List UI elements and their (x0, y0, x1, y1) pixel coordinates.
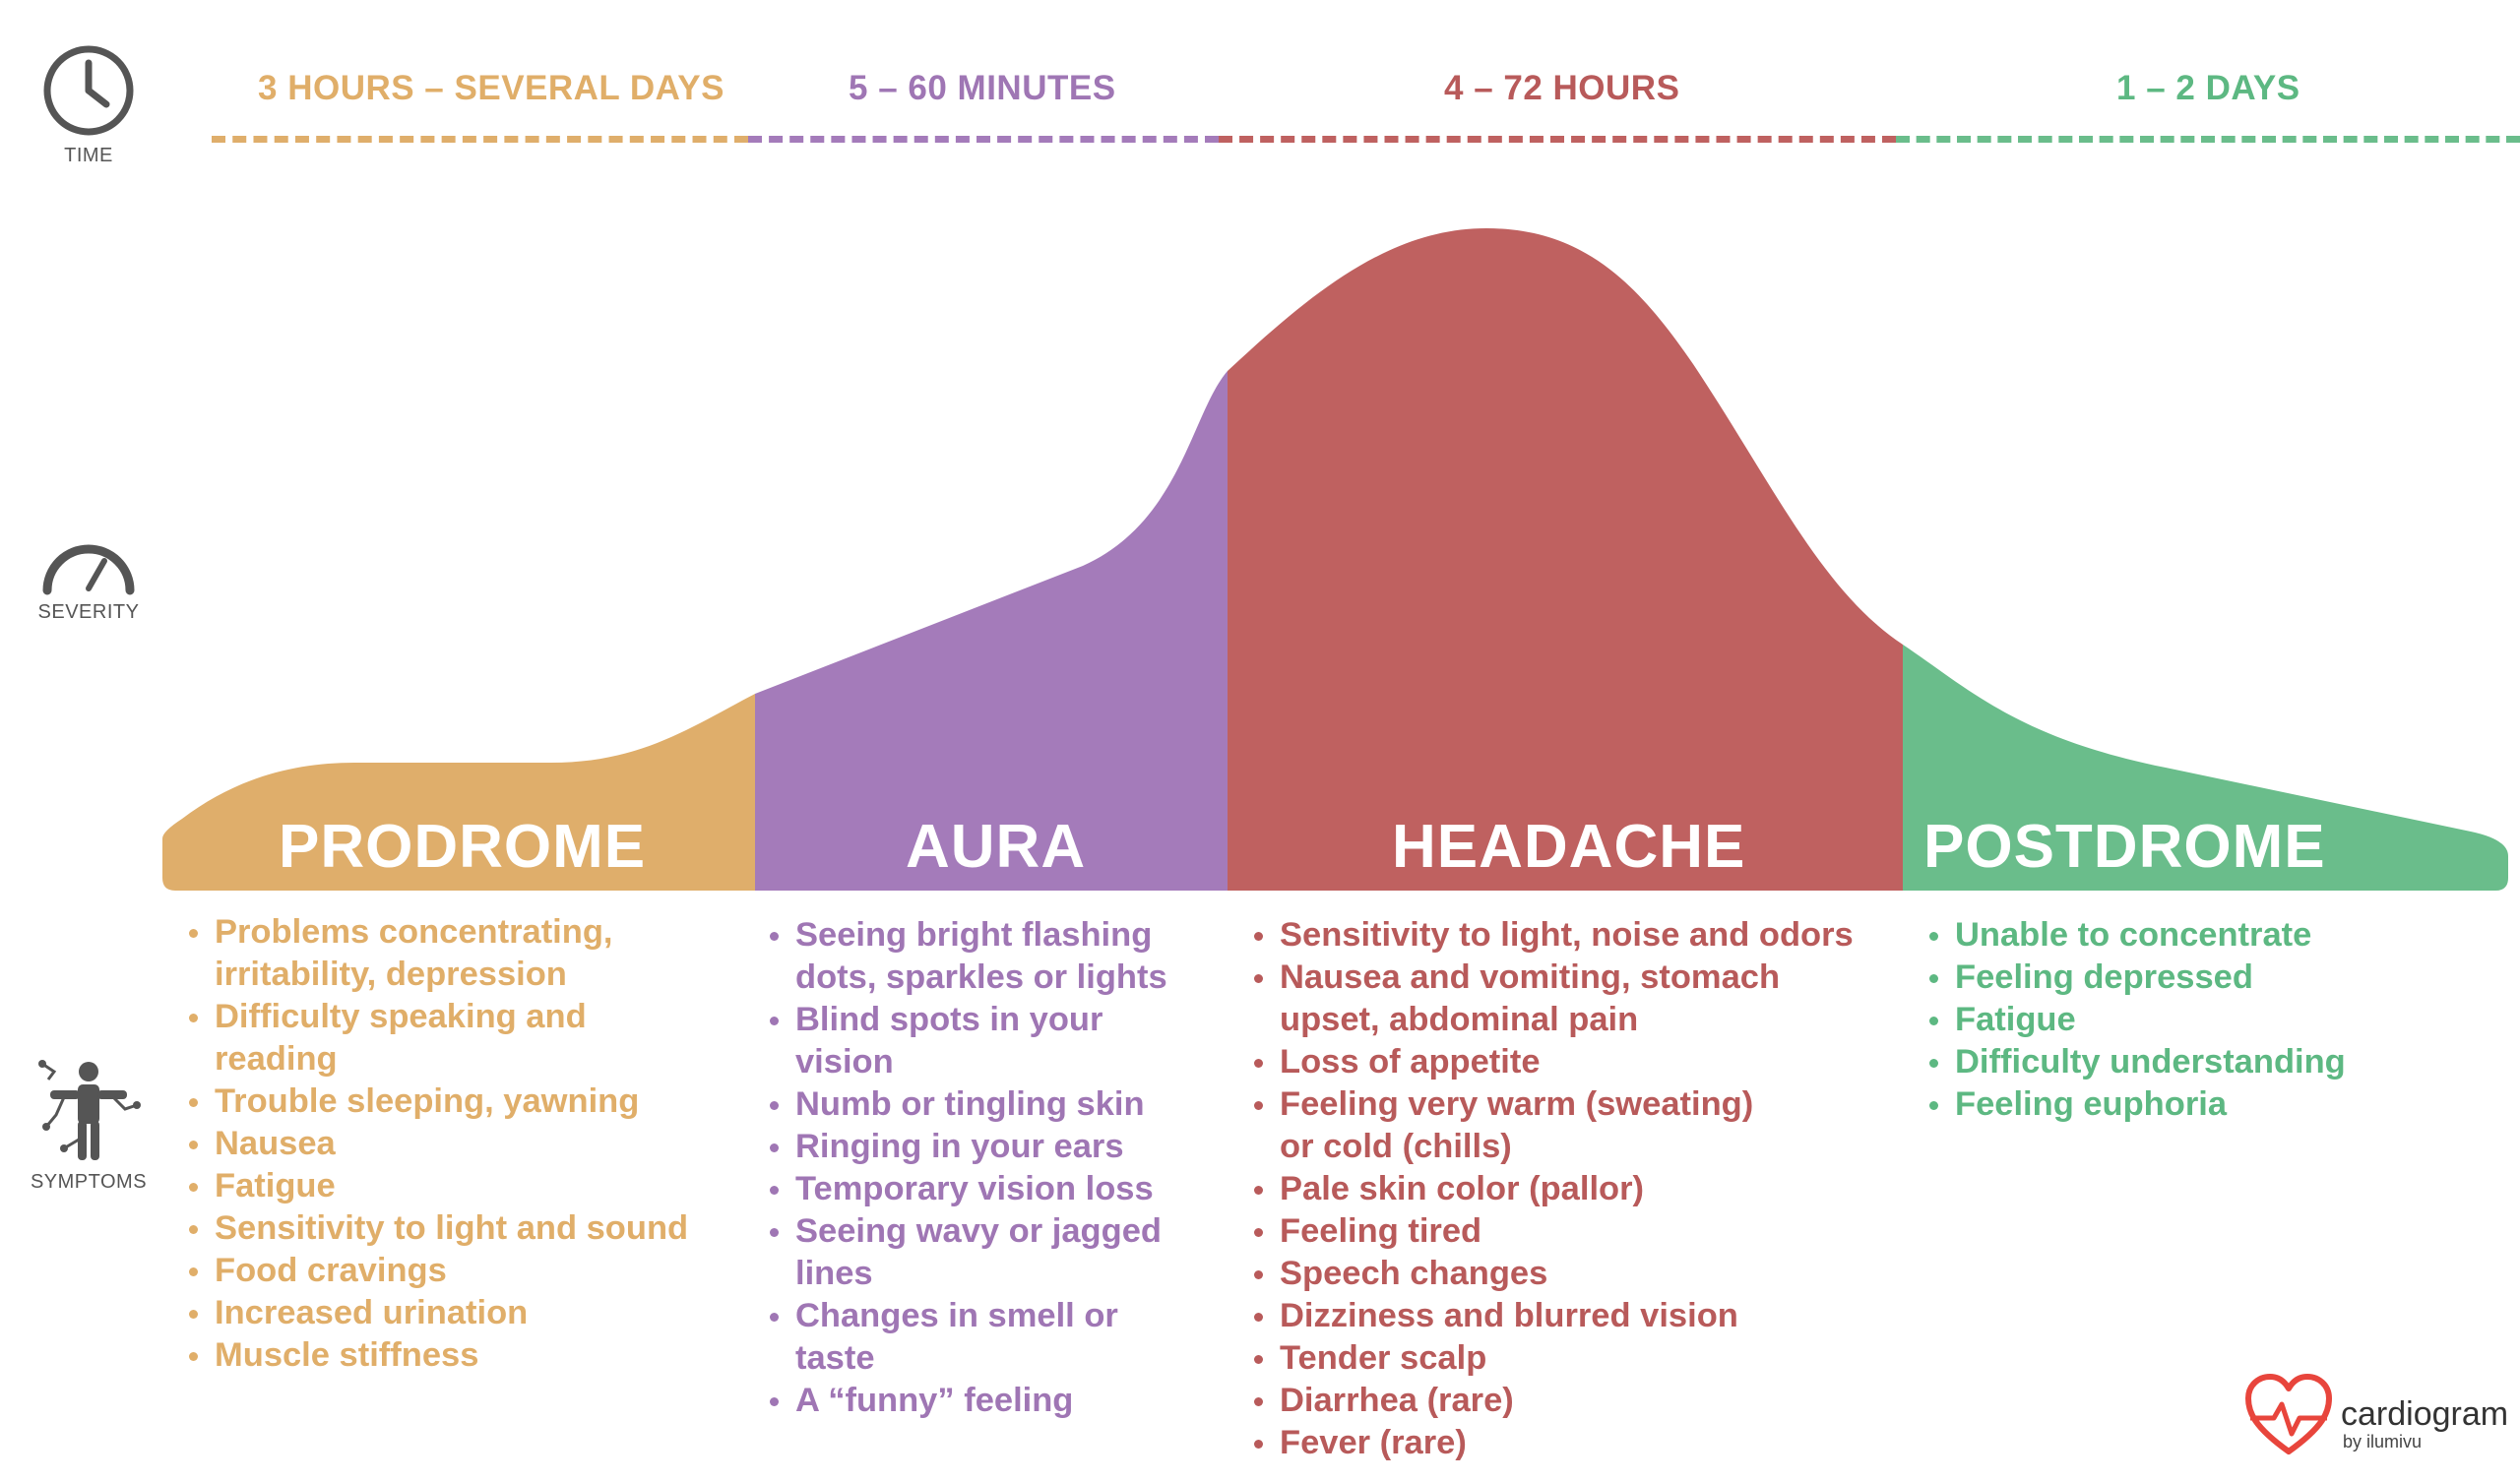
aura-timeline-dash (748, 136, 1219, 143)
symptom-item: Blind spots in your (768, 999, 1167, 1041)
aura-area (755, 371, 1228, 891)
symptom-item: Sensitivity to light and sound (187, 1207, 688, 1250)
severity-label: SEVERITY (37, 601, 140, 623)
symptom-item: taste (795, 1339, 875, 1377)
symptom-item: Diarrhea (rare) (1252, 1380, 1854, 1422)
symptom-item: Ringing in your ears (768, 1126, 1167, 1168)
aura-title: AURA (906, 813, 1087, 881)
brand-name: cardiogram (2341, 1395, 2509, 1433)
headache-duration: 4 – 72 HOURS (1444, 69, 1680, 107)
prodrome-area (162, 694, 755, 891)
postdrome-area (1903, 645, 2508, 891)
symptom-item: Trouble sleeping, yawning (187, 1081, 688, 1123)
postdrome-timeline-dash (1896, 136, 2520, 143)
symptom-item: lines (795, 1255, 873, 1292)
symptom-item: Food cravings (187, 1250, 688, 1292)
symptom-item: Nausea and vomiting, stomach (1252, 957, 1854, 999)
aura-symptom-list: Seeing bright flashing dots, sparkles or … (768, 914, 1167, 1422)
body-figure-icon (38, 1060, 141, 1160)
symptoms-indicator: SYMPTOMS (20, 1058, 158, 1194)
symptom-item: Fatigue (1927, 999, 2346, 1041)
symptom-item: Difficulty speaking and (187, 996, 688, 1038)
symptom-item: Dizziness and blurred vision (1252, 1295, 1854, 1337)
clock-icon (43, 45, 134, 136)
symptom-item: Increased urination (187, 1292, 688, 1334)
headache-title: HEADACHE (1392, 813, 1746, 881)
symptom-item: Temporary vision loss (768, 1168, 1167, 1210)
symptom-item: Feeling very warm (sweating) (1252, 1083, 1854, 1126)
headache-area (1228, 228, 1903, 891)
symptom-item: Pale skin color (pallor) (1252, 1168, 1854, 1210)
headache-timeline-dash (1219, 136, 1896, 143)
headache-symptom-list: Sensitivity to light, noise and odors Nau… (1252, 914, 1854, 1464)
symptom-item: Difficulty understanding (1927, 1041, 2346, 1083)
symptom-item: vision (795, 1043, 894, 1081)
symptom-item: Feeling euphoria (1927, 1083, 2346, 1126)
symptom-item: irritability, depression (215, 956, 567, 993)
heart-pulse-icon (2245, 1374, 2332, 1454)
symptom-item: Loss of appetite (1252, 1041, 1854, 1083)
symptom-item: Changes in smell or (768, 1295, 1167, 1337)
prodrome-symptom-list: Problems concentrating, irritability, dep… (187, 911, 688, 1377)
brand-sub: by ilumivu (2343, 1432, 2423, 1451)
symptom-item: Numb or tingling skin (768, 1083, 1167, 1126)
symptom-item: Fever (rare) (1252, 1422, 1854, 1464)
severity-indicator: SEVERITY (20, 531, 158, 624)
symptom-item: reading (215, 1040, 338, 1078)
symptom-item: Muscle stiffness (187, 1334, 688, 1377)
symptom-item: Unable to concentrate (1927, 914, 2346, 957)
symptom-item: upset, abdominal pain (1280, 1001, 1639, 1038)
time-indicator: TIME (20, 41, 158, 167)
symptom-item: Nausea (187, 1123, 688, 1165)
postdrome-symptom-list: Unable to concentrate Feeling depressed Fa… (1927, 914, 2346, 1126)
symptom-item: Fatigue (187, 1165, 688, 1207)
prodrome-timeline-dash (212, 136, 748, 143)
aura-duration: 5 – 60 MINUTES (849, 69, 1116, 107)
symptom-item: Tender scalp (1252, 1337, 1854, 1380)
postdrome-duration: 1 – 2 DAYS (2116, 69, 2300, 107)
prodrome-duration: 3 HOURS – SEVERAL DAYS (258, 69, 724, 107)
symptom-item: Feeling depressed (1927, 957, 2346, 999)
symptoms-label: SYMPTOMS (30, 1171, 148, 1193)
symptom-item: Seeing wavy or jagged (768, 1210, 1167, 1253)
symptom-item: Feeling tired (1252, 1210, 1854, 1253)
symptom-item: or cold (chills) (1280, 1128, 1512, 1165)
time-label: TIME (64, 145, 113, 166)
gauge-icon (42, 544, 135, 595)
symptom-item: Seeing bright flashing (768, 914, 1167, 957)
postdrome-title: POSTDROME (1923, 813, 2326, 881)
symptom-item: Speech changes (1252, 1253, 1854, 1295)
symptom-item: dots, sparkles or lights (795, 958, 1167, 996)
symptom-item: Problems concentrating, (187, 911, 688, 954)
symptom-item: Sensitivity to light, noise and odors (1252, 914, 1854, 957)
prodrome-title: PRODROME (279, 813, 647, 881)
symptom-item: A “funny” feeling (768, 1380, 1167, 1422)
